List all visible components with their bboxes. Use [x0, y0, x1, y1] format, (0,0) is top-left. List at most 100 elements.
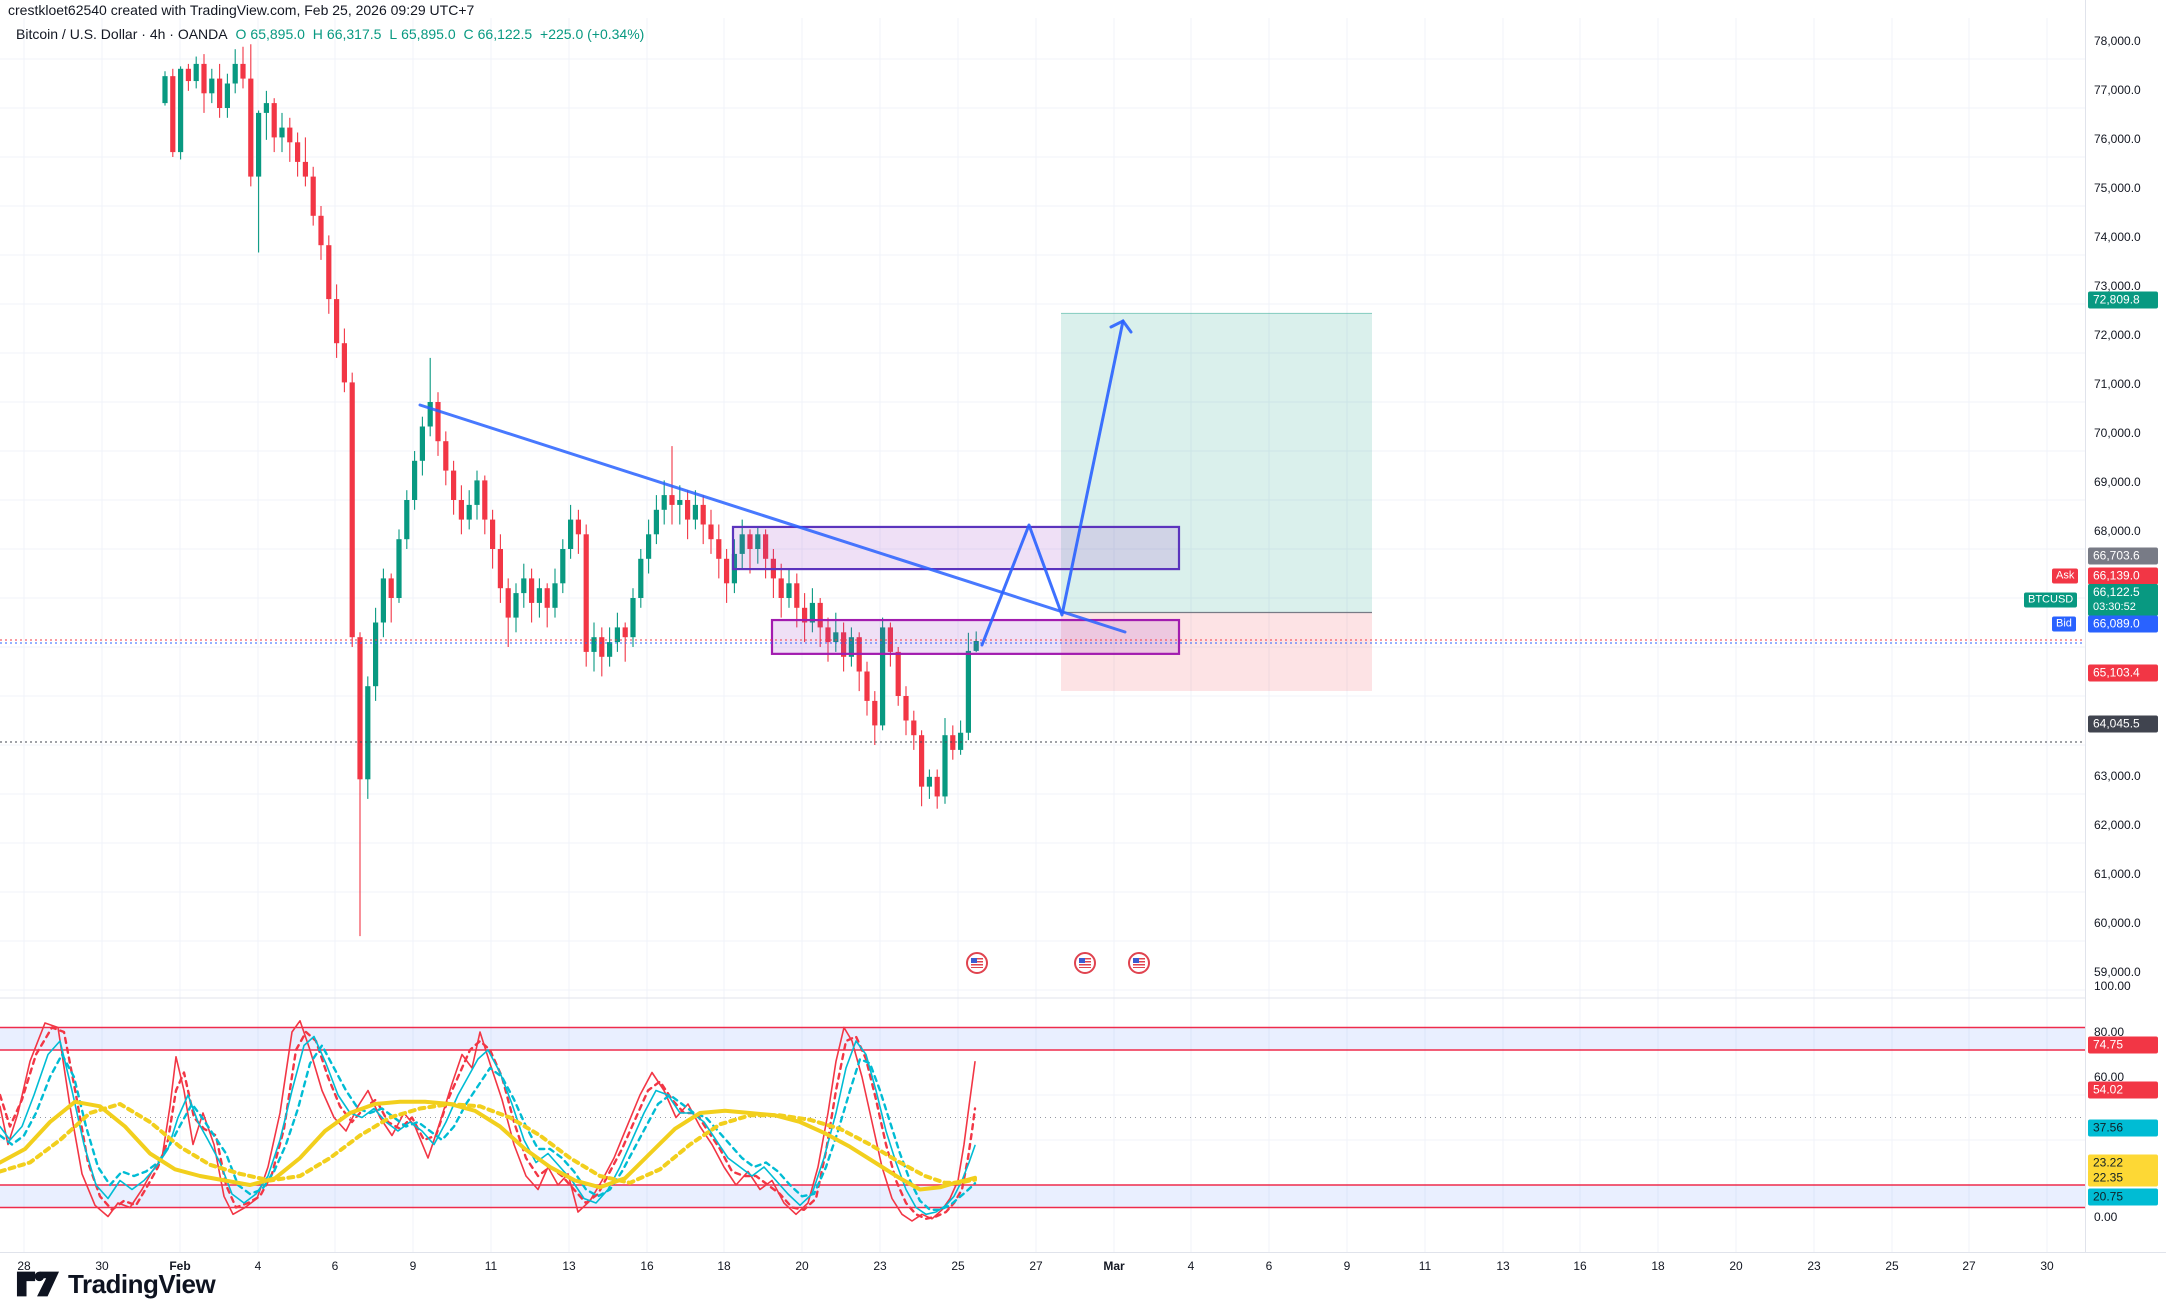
long-position-stop-zone[interactable]	[1061, 612, 1372, 691]
time-axis-label: 6	[331, 1259, 339, 1273]
price-tick-label: 69,000.0	[2094, 475, 2141, 489]
candle	[474, 480, 480, 505]
candle	[872, 700, 878, 726]
time-axis-label: 13	[562, 1259, 576, 1273]
candle	[700, 504, 706, 525]
time-axis-label: 11	[484, 1259, 498, 1273]
candle	[794, 583, 800, 608]
projection-arrowhead	[1109, 319, 1133, 334]
price-axis[interactable]: 78,000.0 77,000.0 76,000.0 75,000.0 74,000.0…	[2024, 0, 2166, 1252]
price-tick-label: 59,000.0	[2094, 965, 2141, 979]
flag-canton	[971, 958, 977, 963]
candle	[763, 534, 769, 559]
candle	[817, 602, 823, 628]
candle	[942, 735, 948, 797]
flag-stripes	[971, 958, 983, 968]
time-axis-label: 16	[1573, 1259, 1587, 1273]
candle	[864, 671, 870, 701]
osc-yellow-fast	[0, 1099, 977, 1192]
ohlc-open-value: 65,895.0	[250, 26, 305, 42]
time-axis-label: 25	[1885, 1259, 1899, 1273]
candle	[560, 549, 566, 584]
candle	[256, 112, 262, 177]
osc-cyan-slow	[0, 1044, 977, 1212]
osc-cyan-slow-badge: 20.75	[2088, 1188, 2158, 1206]
time-axis-label: 27	[1029, 1259, 1043, 1273]
candle	[911, 720, 917, 736]
price-tick-label: 61,000.0	[2094, 867, 2141, 881]
osc-yellow-fast-badge: 23.22	[2088, 1154, 2158, 1172]
candle	[880, 627, 886, 726]
candle	[747, 534, 753, 549]
candle	[552, 583, 558, 608]
time-axis-label: 20	[795, 1259, 809, 1273]
price-tick-label: 62,000.0	[2094, 818, 2141, 832]
ohlc-high-label: H	[312, 26, 323, 42]
price-tick-label: 76,000.0	[2094, 132, 2141, 146]
time-axis-label: Mar	[1103, 1259, 1125, 1273]
candle	[536, 588, 542, 603]
flag-stripes	[1079, 958, 1091, 968]
candle	[466, 504, 472, 520]
candle	[685, 500, 691, 520]
candle	[630, 598, 636, 638]
supply-zone-upper[interactable]	[731, 525, 1181, 571]
candle	[490, 519, 496, 549]
ask-tag: Ask	[2052, 568, 2079, 584]
us-flag-event-icon[interactable]	[1128, 952, 1150, 974]
candle	[724, 558, 730, 584]
time-axis-label: 27	[1962, 1259, 1976, 1273]
change-value: +225.0 (+0.34%)	[540, 26, 645, 42]
candle	[318, 215, 324, 246]
osc-yellow-slow-badge: 22.35	[2088, 1169, 2158, 1187]
candle	[232, 63, 238, 84]
candle	[544, 588, 550, 608]
descending-trendline[interactable]	[418, 403, 1127, 634]
candle	[529, 578, 535, 603]
candle	[427, 402, 433, 427]
candle	[841, 632, 847, 657]
candle	[185, 68, 191, 82]
candle	[302, 161, 308, 177]
candle	[505, 588, 511, 618]
us-flag-event-icon[interactable]	[966, 952, 988, 974]
candle	[349, 382, 355, 638]
candle	[497, 549, 503, 589]
flag-canton	[1079, 958, 1085, 963]
price-tick-label: 68,000.0	[2094, 524, 2141, 538]
candle	[412, 460, 418, 500]
ohlc-low-value: 65,895.0	[401, 26, 456, 42]
candle	[279, 127, 285, 138]
tradingview-logo[interactable]: TradingView	[16, 1268, 216, 1300]
candle	[583, 534, 589, 652]
projection-arrow-path[interactable]	[980, 319, 1125, 647]
price-tick-label: 75,000.0	[2094, 181, 2141, 195]
candle	[224, 83, 230, 108]
candle	[443, 441, 449, 471]
time-axis[interactable]: 28 30 Feb 4 6 9 11 13 16 18 20 23 25 27 Mar 4 6 9 11 13 16 18…	[0, 1252, 2166, 1281]
ohlc-high-value: 66,317.5	[326, 26, 382, 42]
flag-stripes	[1133, 958, 1145, 968]
candle	[287, 127, 293, 143]
time-axis-label: 30	[95, 1259, 109, 1273]
price-tick-label: 80.00	[2094, 1025, 2125, 1039]
candle	[380, 578, 386, 623]
candle	[193, 63, 199, 82]
price-tick-label: 72,000.0	[2094, 328, 2141, 342]
candle	[926, 776, 932, 787]
candle	[482, 480, 488, 520]
chart-canvas[interactable]	[0, 18, 2085, 1270]
candle	[209, 78, 215, 94]
candle	[365, 686, 371, 780]
candle	[614, 627, 620, 643]
candle	[170, 76, 176, 153]
chart-area[interactable]	[0, 18, 2085, 1270]
candle	[334, 299, 340, 344]
us-flag-event-icon[interactable]	[1074, 952, 1096, 974]
supply-zone-lower[interactable]	[770, 618, 1181, 655]
symbol-title[interactable]: Bitcoin / U.S. Dollar · 4h · OANDA	[16, 26, 228, 42]
flag-canton	[1133, 958, 1139, 963]
candle	[809, 602, 815, 623]
candle	[575, 519, 581, 535]
